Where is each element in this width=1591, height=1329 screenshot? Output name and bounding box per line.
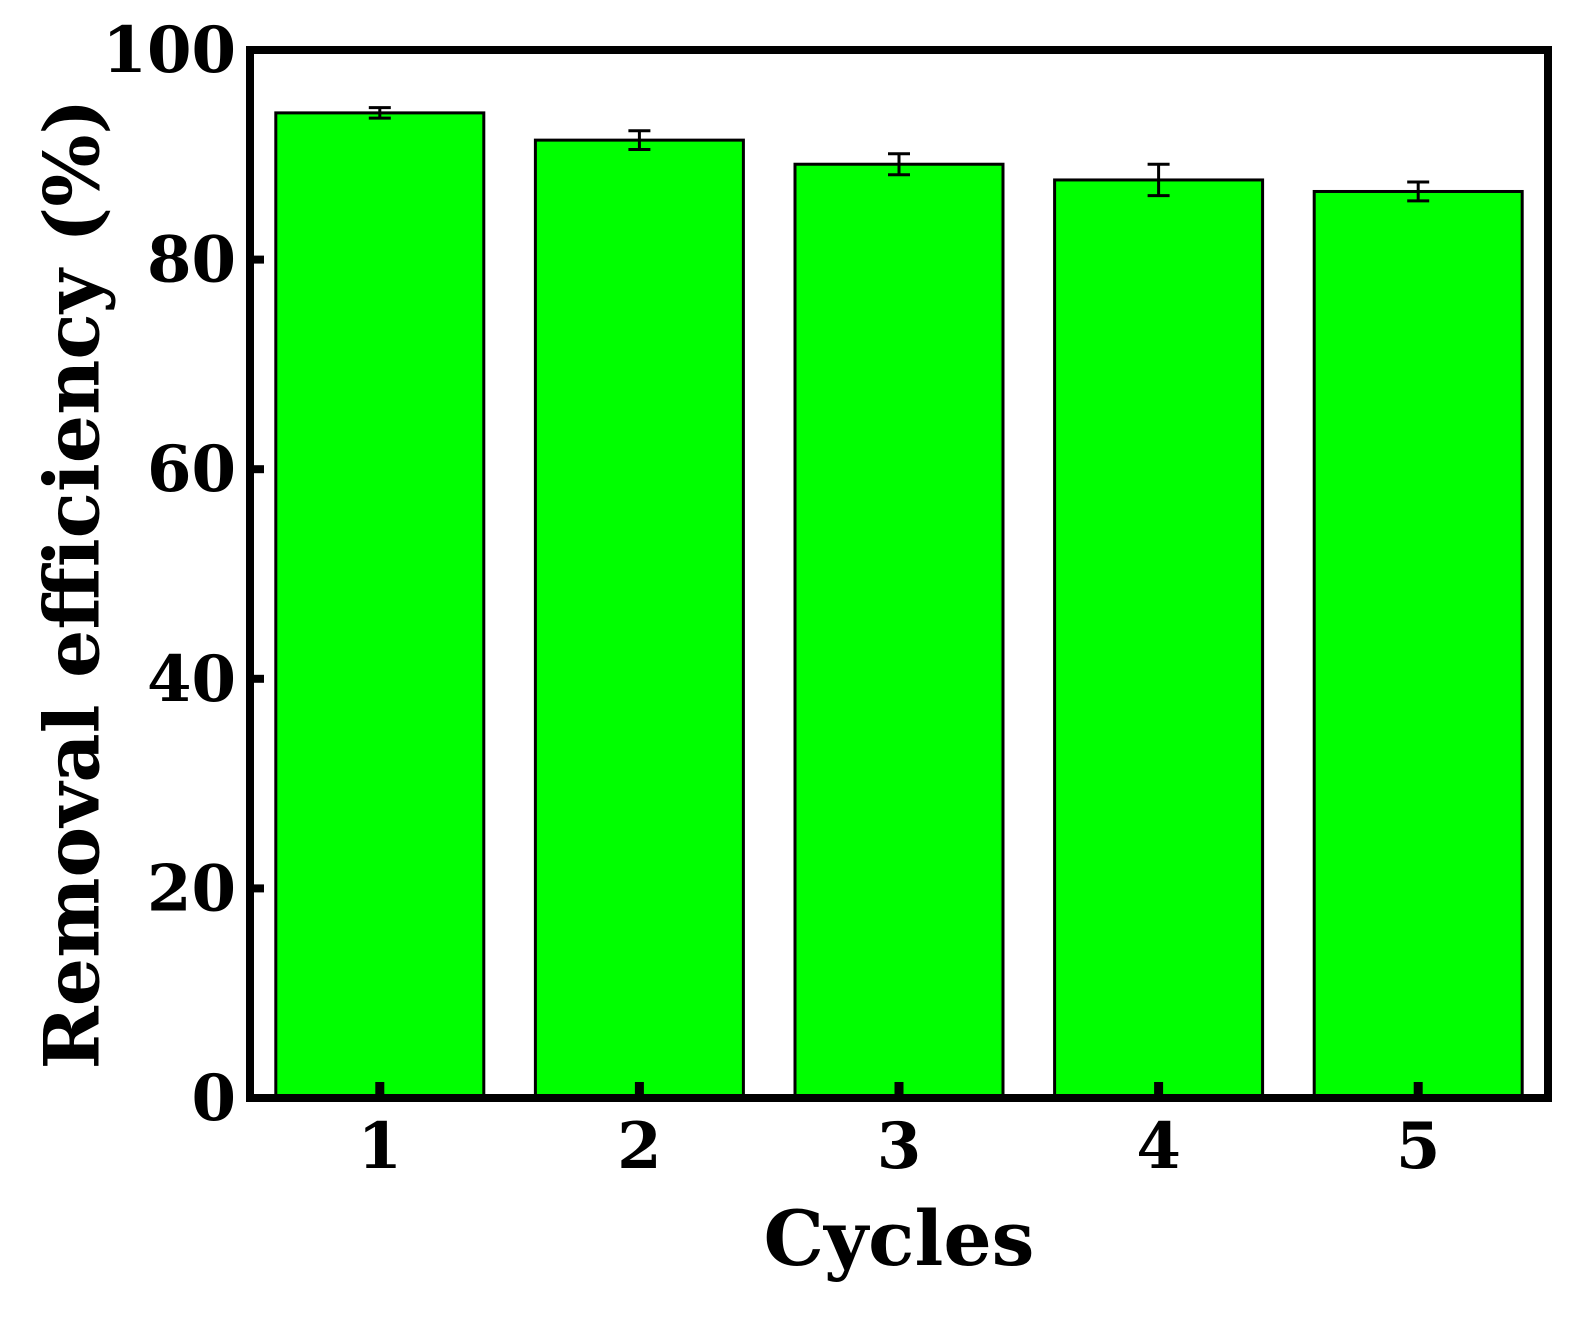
bar-cycle-4: [1053, 178, 1265, 1100]
x-tick-labels: 1 2 3 4 5: [358, 1109, 1441, 1184]
y-tick-labels: 0 20 40 60 80 100: [102, 13, 236, 1136]
y-tick-label: 0: [191, 1061, 236, 1136]
bar-cycle-2: [533, 138, 745, 1100]
y-tick-label: 100: [102, 13, 236, 88]
y-axis-title: Removal efficiency (%): [28, 99, 117, 1070]
x-tick-label: 1: [358, 1109, 403, 1184]
x-tick-label: 5: [1396, 1109, 1441, 1184]
x-tick-label: 2: [617, 1109, 662, 1184]
ticks-layer: [250, 46, 1423, 1102]
error-bar-cycle-5: [1407, 180, 1430, 203]
error-bar-cycle-2: [628, 129, 651, 152]
error-bar-cycle-3: [888, 152, 910, 177]
bars-layer: [274, 111, 1524, 1100]
bar-cycle-1: [274, 111, 486, 1100]
x-tick-label: 3: [877, 1109, 922, 1184]
bar-cycle-3: [793, 162, 1005, 1100]
y-tick-label: 40: [147, 642, 236, 717]
y-tick-label: 80: [147, 223, 236, 298]
error-bar-cycle-1: [368, 106, 391, 120]
y-tick-label: 60: [147, 432, 236, 507]
bar-cycle-5: [1312, 189, 1524, 1100]
error-bar-cycle-4: [1147, 162, 1170, 198]
x-axis-title: Cycles: [764, 1194, 1035, 1283]
y-tick-label: 20: [147, 851, 236, 926]
x-tick-label: 4: [1136, 1109, 1181, 1184]
error-bars-layer: [368, 106, 1430, 203]
